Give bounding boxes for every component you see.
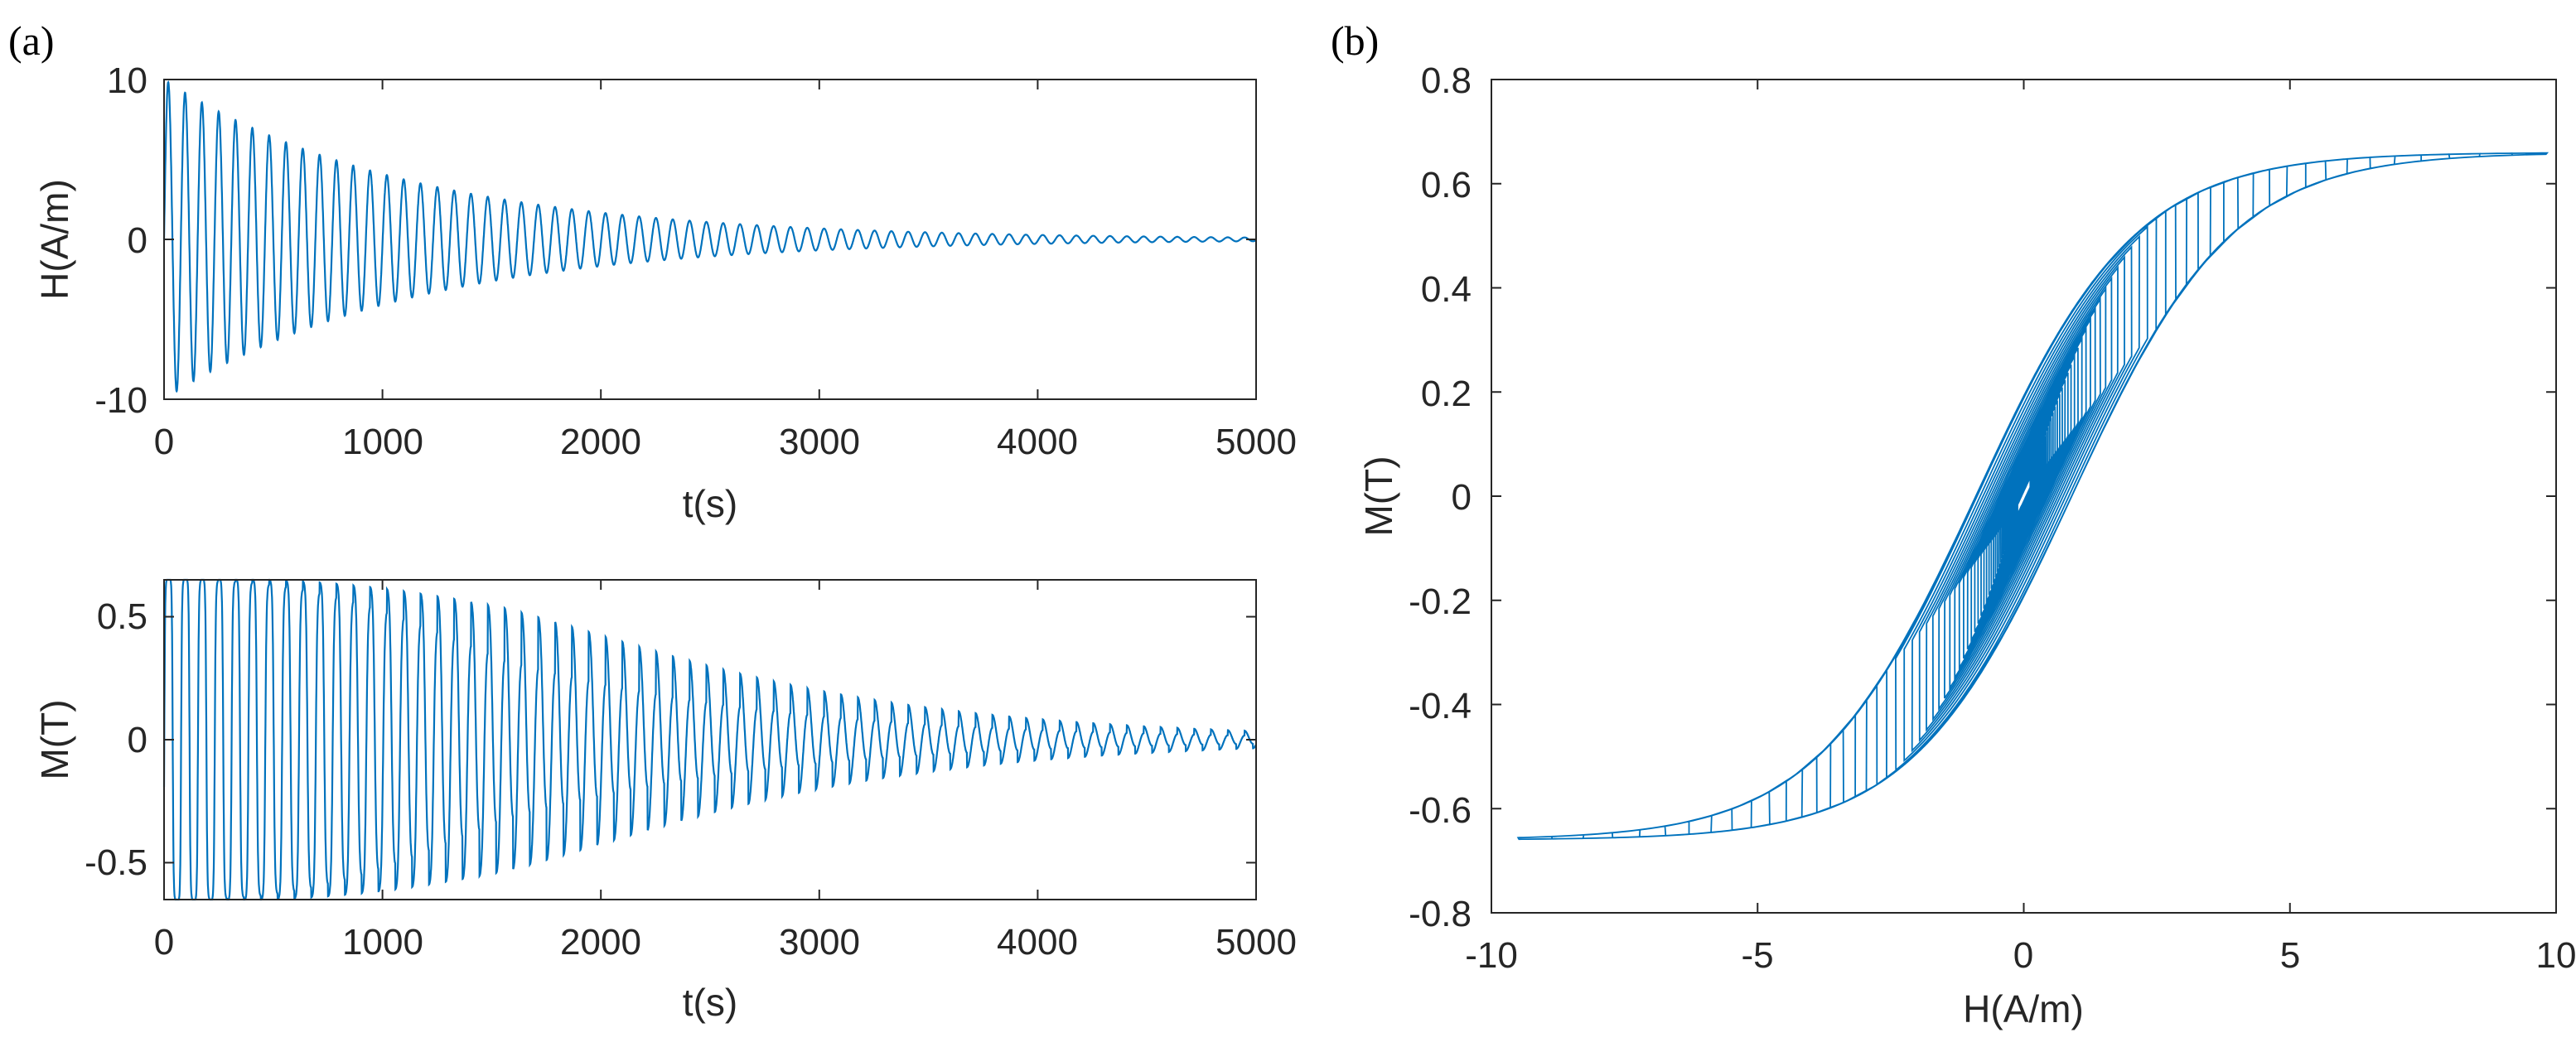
y-tick-label: 0 xyxy=(128,220,147,261)
y-tick-labels: 0.5 0 -0.5 xyxy=(85,596,147,883)
y-tick-label: -0.4 xyxy=(1409,686,1472,726)
x-axis-label: H(A/m) xyxy=(1963,987,2084,1030)
x-tick-label: 3000 xyxy=(779,422,860,462)
y-tick-label: -0.2 xyxy=(1409,581,1472,622)
chart-h-vs-t: 10 0 -10 0 1000 2000 3000 4000 5000 t(s)… xyxy=(33,60,1297,525)
x-tick-label: 10 xyxy=(2536,935,2576,976)
x-tick-label: 5 xyxy=(2280,935,2300,976)
y-tick-label: 0.6 xyxy=(1421,165,1472,205)
y-tick-label: 0.8 xyxy=(1421,60,1472,101)
x-tick-labels: -10 -5 0 5 10 xyxy=(1465,935,2576,976)
x-tick-label: 1000 xyxy=(342,422,423,462)
y-tick-label: 0 xyxy=(1452,477,1472,518)
x-tick-labels: 0 1000 2000 3000 4000 5000 xyxy=(154,922,1297,963)
x-tick-label: 3000 xyxy=(779,922,860,963)
x-axis-label: t(s) xyxy=(683,981,737,1024)
x-tick-label: 0 xyxy=(2013,935,2033,976)
x-tick-label: 2000 xyxy=(560,922,641,963)
y-tick-label: 0.4 xyxy=(1421,269,1472,310)
series-line-h xyxy=(162,80,1257,393)
chart-m-vs-t: 0.5 0 -0.5 0 1000 2000 3000 4000 5000 t(… xyxy=(33,578,1297,1024)
y-tick-label: 0.5 xyxy=(97,596,147,637)
x-axis-label: t(s) xyxy=(683,482,737,525)
x-tick-label: 5000 xyxy=(1216,922,1297,963)
y-tick-labels: 0.8 0.6 0.4 0.2 0 -0.2 -0.4 -0.6 -0.8 xyxy=(1409,60,1472,934)
x-tick-label: 4000 xyxy=(997,422,1078,462)
y-tick-label: 10 xyxy=(107,60,147,101)
x-tick-label: 0 xyxy=(154,922,174,963)
y-tick-label: 0.2 xyxy=(1421,374,1472,414)
y-axis-label: M(T) xyxy=(33,699,76,779)
x-tick-label: 2000 xyxy=(560,422,641,462)
y-tick-label: -0.5 xyxy=(85,842,147,883)
panel-label-b: (b) xyxy=(1331,17,1379,64)
tick-marks xyxy=(1491,79,2557,914)
x-tick-labels: 0 1000 2000 3000 4000 5000 xyxy=(154,422,1297,462)
y-tick-label: -10 xyxy=(94,380,147,421)
tick-marks xyxy=(163,79,1257,400)
x-tick-label: -10 xyxy=(1465,935,1518,976)
chart-m-vs-h: 0.8 0.6 0.4 0.2 0 -0.2 -0.4 -0.6 -0.8 -1… xyxy=(1357,60,2576,1030)
x-tick-label: 4000 xyxy=(997,922,1078,963)
y-tick-label: 0 xyxy=(128,720,147,760)
y-axis-label: H(A/m) xyxy=(33,179,76,300)
y-tick-label: -0.6 xyxy=(1409,790,1472,831)
y-tick-labels: 10 0 -10 xyxy=(94,60,147,421)
series-line-m xyxy=(162,578,1258,901)
x-tick-label: 0 xyxy=(154,422,174,462)
x-tick-label: -5 xyxy=(1741,935,1773,976)
y-axis-label: M(T) xyxy=(1357,456,1400,536)
x-tick-label: 1000 xyxy=(342,922,423,963)
x-tick-label: 5000 xyxy=(1216,422,1297,462)
y-tick-label: -0.8 xyxy=(1409,894,1472,934)
series-line-hysteresis xyxy=(1516,152,2549,841)
panel-label-a: (a) xyxy=(8,17,55,64)
tick-marks xyxy=(163,580,1257,900)
